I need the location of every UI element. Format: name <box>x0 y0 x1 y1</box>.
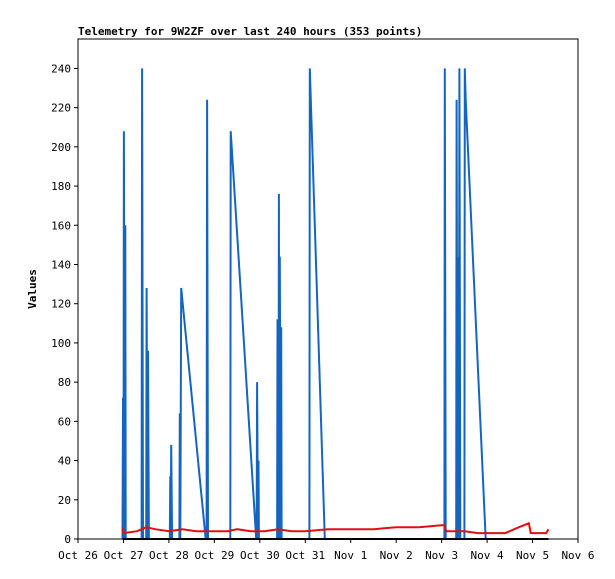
x-tick-label: Oct 31 <box>285 549 325 562</box>
y-axis-ticks: 0 20 40 60 80 100 120 140 160 180 200 220 240 <box>51 62 78 546</box>
y-tick-label: 180 <box>51 180 71 193</box>
y-tick-label: 80 <box>58 376 71 389</box>
x-tick-label: Nov 4 <box>471 549 504 562</box>
y-tick-label: 0 <box>64 533 71 546</box>
y-tick-label: 200 <box>51 141 71 154</box>
chart-title: Telemetry for 9W2ZF over last 240 hours … <box>78 25 422 38</box>
y-tick-label: 240 <box>51 62 71 75</box>
x-tick-label: Nov 3 <box>425 549 458 562</box>
x-tick-label: Oct 30 <box>240 549 280 562</box>
y-tick-label: 20 <box>58 494 71 507</box>
y-tick-label: 120 <box>51 298 71 311</box>
y-axis-label: Values <box>26 269 39 309</box>
x-tick-label: Nov 1 <box>334 549 367 562</box>
x-tick-label: Nov 5 <box>516 549 549 562</box>
series-line-red <box>121 521 550 535</box>
x-tick-label: Oct 28 <box>149 549 189 562</box>
y-tick-label: 140 <box>51 258 71 271</box>
y-tick-label: 40 <box>58 455 71 468</box>
x-axis-ticks: Oct 26 Oct 27 Oct 28 Oct 29 Oct 30 Oct 31 Nov … <box>58 539 595 562</box>
series-layer <box>121 68 550 540</box>
y-tick-label: 160 <box>51 219 71 232</box>
y-tick-label: 100 <box>51 337 71 350</box>
x-tick-label: Nov 6 <box>561 549 594 562</box>
plot-frame <box>77 38 579 540</box>
x-tick-label: Oct 26 <box>58 549 98 562</box>
x-tick-label: Oct 27 <box>104 549 144 562</box>
y-tick-label: 220 <box>51 102 71 115</box>
y-tick-label: 60 <box>58 415 71 428</box>
x-tick-label: Nov 2 <box>380 549 413 562</box>
x-tick-label: Oct 29 <box>194 549 234 562</box>
